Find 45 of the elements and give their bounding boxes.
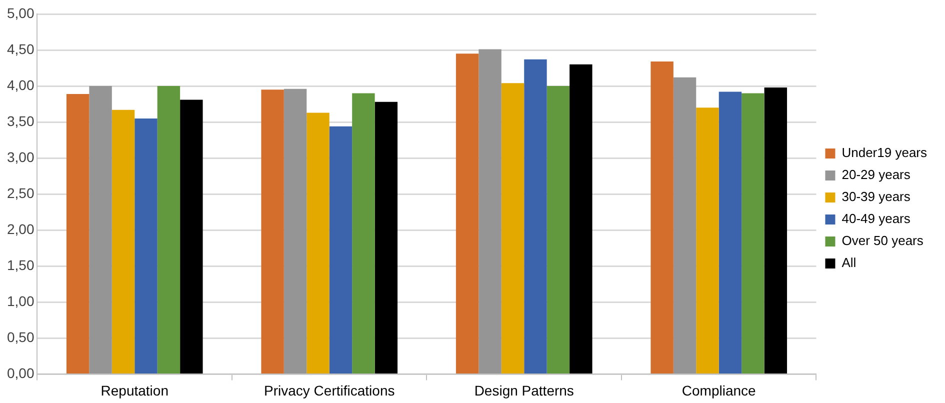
bar bbox=[524, 59, 547, 374]
y-tick-label: 0,00 bbox=[7, 365, 34, 382]
bar bbox=[501, 83, 524, 374]
y-tick-label: 2,00 bbox=[7, 220, 34, 237]
bar bbox=[742, 93, 764, 374]
bar bbox=[180, 100, 203, 374]
bar bbox=[570, 64, 592, 374]
y-tick-label: 1,00 bbox=[7, 293, 34, 310]
x-tick-label: Reputation bbox=[100, 382, 168, 398]
y-tick-label: 3,50 bbox=[7, 112, 34, 129]
bar bbox=[89, 86, 112, 374]
bar bbox=[134, 118, 158, 374]
bar bbox=[764, 87, 788, 374]
y-tick-label: 0,50 bbox=[7, 329, 34, 346]
y-tick-label: 2,50 bbox=[7, 184, 34, 201]
legend-label: 40-49 years bbox=[842, 211, 911, 226]
x-tick-label: Design Patterns bbox=[474, 382, 574, 398]
bar bbox=[696, 108, 719, 374]
bar bbox=[329, 126, 352, 374]
legend-label: 30-39 years bbox=[842, 189, 911, 204]
x-tick-label: Compliance bbox=[682, 382, 756, 398]
y-tick-label: 1,50 bbox=[7, 257, 34, 273]
bar bbox=[650, 62, 674, 374]
bar bbox=[112, 110, 135, 374]
legend-label: Under19 years bbox=[842, 145, 928, 160]
bar bbox=[673, 77, 696, 374]
bar bbox=[718, 92, 742, 374]
y-tick-label: 4,00 bbox=[7, 76, 34, 93]
bar bbox=[456, 54, 479, 374]
bar bbox=[546, 86, 570, 374]
legend-label: 20-29 years bbox=[842, 167, 911, 182]
bar bbox=[157, 86, 180, 374]
legend-label: Over 50 years bbox=[842, 233, 924, 248]
x-tick-label: Privacy Certifications bbox=[264, 382, 395, 398]
bar bbox=[261, 90, 284, 374]
bar bbox=[352, 93, 375, 374]
bar bbox=[478, 49, 502, 374]
bar bbox=[284, 88, 307, 374]
legend-label: All bbox=[842, 255, 856, 270]
bar bbox=[306, 112, 330, 374]
bar bbox=[66, 94, 90, 374]
y-tick-label: 3,00 bbox=[7, 148, 34, 165]
y-tick-label: 5,00 bbox=[7, 4, 34, 21]
bar bbox=[374, 102, 398, 374]
y-tick-label: 4,50 bbox=[7, 40, 34, 57]
